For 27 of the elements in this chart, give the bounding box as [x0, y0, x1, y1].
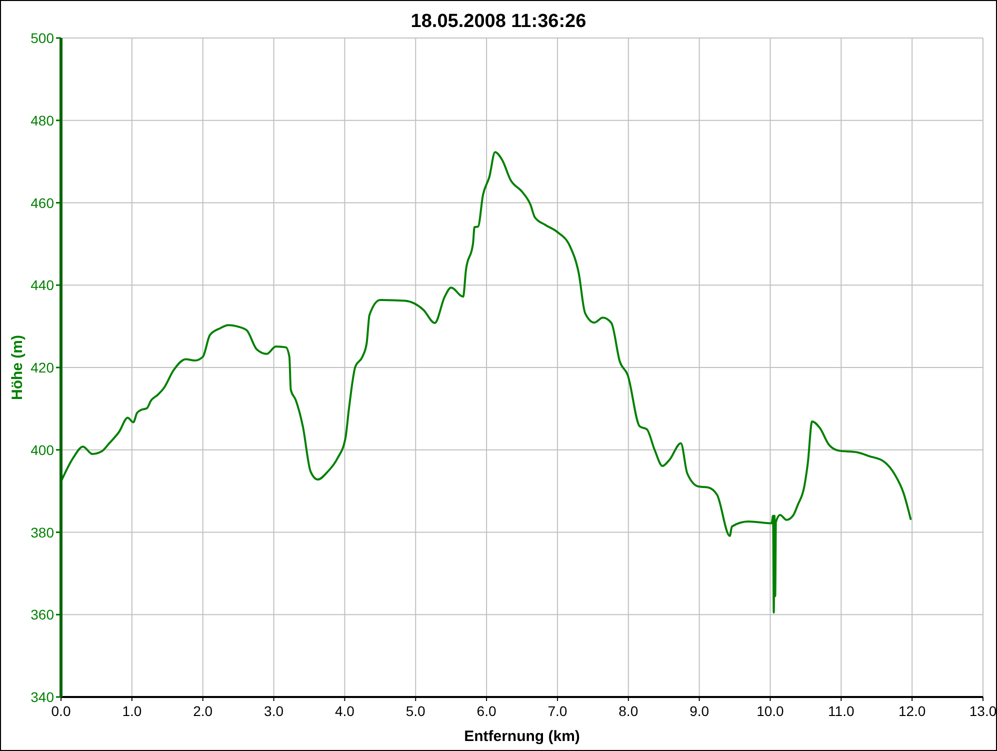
y-tick-label: 360	[30, 606, 54, 623]
y-tick-label: 500	[30, 30, 54, 46]
x-tick-label: 10.0	[756, 703, 784, 719]
y-tick-label: 340	[30, 689, 54, 705]
x-tick-label: 11.0	[828, 703, 854, 719]
y-axis-title: Höhe (m)	[9, 335, 26, 400]
x-tick-label: 4.0	[334, 703, 355, 719]
x-axis-title: Entfernung (km)	[464, 728, 580, 745]
x-tick-label: 12.0	[898, 703, 926, 719]
x-tick-label: 3.0	[264, 703, 284, 719]
x-tick-label: 1.0	[122, 703, 142, 719]
x-tick-label: 8.0	[618, 703, 638, 719]
chart-title: 18.05.2008 11:36:26	[410, 11, 586, 32]
x-tick-label: 7.0	[548, 703, 568, 719]
y-tick-label: 460	[30, 194, 54, 211]
x-tick-label: 5.0	[406, 703, 426, 719]
y-tick-label: 480	[30, 112, 54, 128]
x-tick-label: 6.0	[476, 703, 496, 719]
y-tick-label: 380	[30, 524, 54, 540]
line-series	[60, 151, 912, 614]
y-tick-label: 440	[30, 277, 54, 294]
x-tick-label: 2.0	[193, 703, 213, 719]
y-tick-label: 400	[30, 442, 54, 458]
y-tick-label: 420	[30, 360, 54, 376]
x-tick-label: 0.0	[51, 703, 71, 719]
x-tick-label: 9.0	[690, 703, 710, 719]
x-tick-label: 13.0	[969, 703, 997, 719]
